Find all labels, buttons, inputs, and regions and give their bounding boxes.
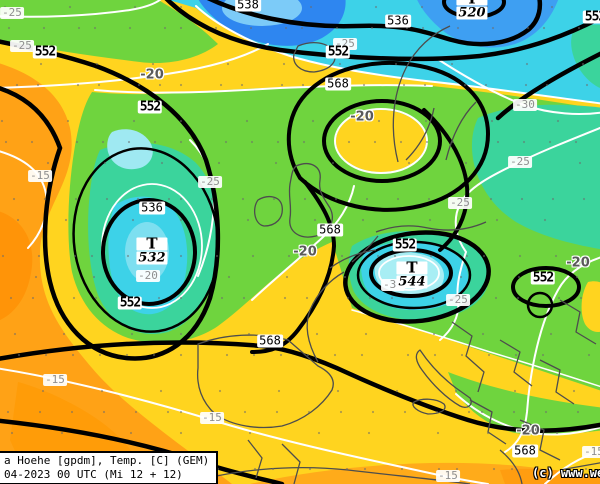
map-info-box: a Hoehe [gpdm], Temp. [C] (GEM) 04-2023 … bbox=[0, 451, 218, 484]
low-value: 532 bbox=[136, 250, 168, 266]
temp-label--25: -25 bbox=[446, 293, 470, 306]
temp-label--15: -15 bbox=[28, 169, 52, 182]
temp-label--25: -25 bbox=[198, 175, 222, 188]
temp-label--25: -25 bbox=[0, 6, 24, 19]
height-label-536: 536 bbox=[385, 13, 411, 28]
height-label-552: 552 bbox=[137, 99, 163, 115]
height-label-552: 552 bbox=[530, 270, 556, 286]
low-value: 544 bbox=[396, 274, 428, 290]
copyright-watermark: (c) www.we bbox=[532, 466, 600, 480]
temp-label--20: -20 bbox=[350, 109, 374, 125]
low-symbol: T bbox=[456, 0, 488, 6]
low-center-520: T520 bbox=[456, 0, 488, 21]
temp-label--30: -30 bbox=[513, 98, 537, 111]
low-value: 520 bbox=[456, 5, 488, 21]
height-label-552: 552 bbox=[325, 44, 351, 60]
temp-label--20: -20 bbox=[566, 255, 590, 271]
low-symbol: T bbox=[396, 260, 428, 275]
height-label-568: 568 bbox=[317, 222, 343, 237]
height-label-552: 552 bbox=[392, 237, 418, 253]
temp-label--20: -20 bbox=[136, 269, 160, 282]
temp-label--20: -20 bbox=[140, 67, 164, 83]
low-center-544: T 544 bbox=[396, 260, 428, 290]
temp-label--25: -25 bbox=[508, 155, 532, 168]
low-center-532: T 532 bbox=[136, 236, 168, 266]
height-label-552: 552 bbox=[582, 10, 600, 24]
height-label-552: 552 bbox=[117, 295, 143, 311]
temp-label--25: -25 bbox=[10, 39, 34, 52]
height-label-568: 568 bbox=[512, 443, 538, 458]
temp-label--15: -15 bbox=[436, 469, 460, 482]
height-label-568: 568 bbox=[257, 333, 283, 348]
temp-label--15: -15 bbox=[582, 446, 600, 458]
height-label-568: 568 bbox=[325, 76, 351, 91]
temp-label--15: -15 bbox=[43, 373, 67, 386]
low-symbol: T bbox=[136, 236, 168, 251]
height-label-536: 536 bbox=[139, 200, 165, 215]
temp-label--20: -20 bbox=[293, 244, 317, 260]
map-title: a Hoehe [gpdm], Temp. [C] (GEM) bbox=[4, 454, 210, 467]
height-label-538: 538 bbox=[235, 0, 261, 12]
height-label-552: 552 bbox=[32, 44, 58, 60]
temp-label--15: -15 bbox=[200, 411, 224, 424]
temp-label--25: -25 bbox=[448, 196, 472, 209]
map-run-time: 04-2023 00 UTC (Mi 12 + 12) bbox=[4, 468, 183, 481]
temp-label--20: -20 bbox=[516, 423, 540, 439]
